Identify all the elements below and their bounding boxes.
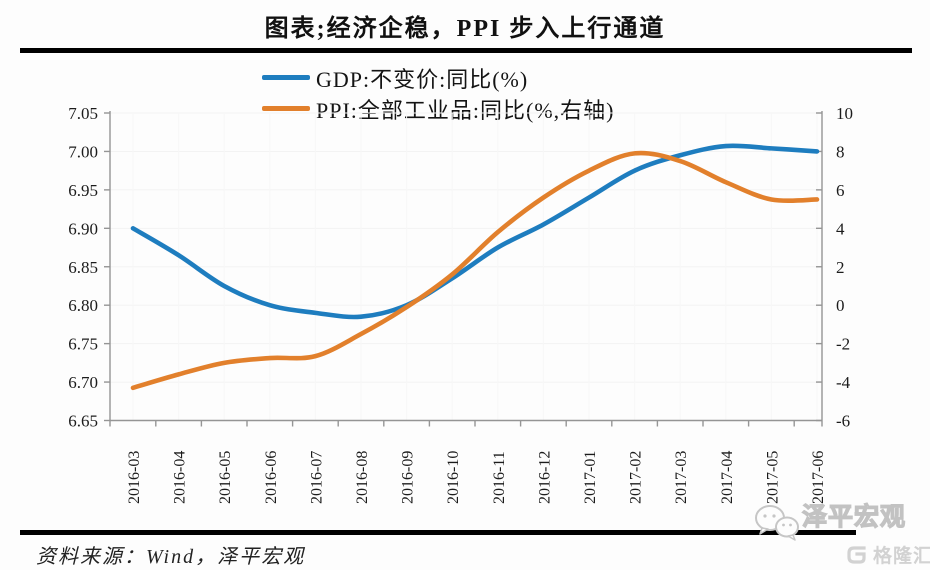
- gelonghui-watermark: 格隆汇: [845, 541, 930, 568]
- x-axis-label: 2017-05: [764, 451, 781, 504]
- x-axis-label: 2016-12: [536, 451, 553, 504]
- gdp-legend-line: [262, 75, 310, 80]
- x-axis-label: 2016-06: [263, 451, 280, 504]
- x-axis-label: 2017-04: [719, 451, 736, 504]
- left-axis-tick-label: 7.05: [68, 104, 98, 123]
- x-axis-label: 2017-02: [628, 451, 645, 504]
- left-axis-tick-label: 6.85: [68, 258, 98, 277]
- right-axis-tick-label: 0: [836, 296, 845, 315]
- source-note: 资料来源：Wind，泽平宏观: [36, 546, 306, 568]
- x-axis-label: 2017-06: [810, 451, 827, 504]
- x-axis-label: 2016-10: [445, 451, 462, 504]
- right-axis-tick-label: 10: [836, 104, 853, 123]
- x-axis-label: 2016-11: [491, 451, 508, 504]
- gdp-line-path: [130, 143, 820, 320]
- chart-title: 图表;经济企稳，PPI 步入上行通道: [264, 16, 666, 42]
- x-axis-label: 2016-08: [354, 451, 371, 504]
- left-axis-tick-label: 6.95: [68, 181, 98, 200]
- x-axis-label: 2016-04: [172, 451, 189, 504]
- x-axis-label: 2017-03: [673, 451, 690, 504]
- left-axis-tick-label: 6.90: [68, 219, 98, 238]
- bottom-divider: [20, 530, 856, 535]
- gelonghui-watermark-label: 格隆汇: [873, 546, 930, 567]
- x-axis-label: 2017-01: [582, 451, 599, 504]
- right-axis-tick-label: 2: [836, 258, 845, 277]
- ppi-line-path: [130, 150, 820, 391]
- right-axis-tick-label: 8: [836, 142, 845, 161]
- x-axis-label: 2016-07: [308, 451, 325, 504]
- x-axis-label: 2016-05: [217, 451, 234, 504]
- legend-item-gdp: GDP:不变价:同比(%): [262, 62, 615, 93]
- left-axis-tick-label: 6.80: [68, 296, 98, 315]
- x-axis-label: 2016-03: [126, 451, 143, 504]
- right-axis-tick-label: 6: [836, 181, 845, 200]
- left-axis-tick-label: 7.00: [68, 142, 98, 161]
- right-axis-tick-label: 4: [836, 219, 845, 238]
- wechat-watermark: 泽平宏观: [750, 503, 906, 541]
- ppi-legend-label: PPI:全部工业品:同比(%,右轴): [316, 97, 615, 123]
- left-axis-tick-label: 6.65: [68, 412, 98, 431]
- gelonghui-logo-icon: [847, 545, 866, 564]
- right-axis-tick-label: -2: [836, 335, 850, 354]
- legend: GDP:不变价:同比(%) PPI:全部工业品:同比(%,右轴): [262, 62, 615, 124]
- right-axis-tick-label: -6: [836, 412, 850, 431]
- ppi-legend-line: [262, 106, 310, 111]
- legend-item-ppi: PPI:全部工业品:同比(%,右轴): [262, 93, 615, 124]
- left-axis-tick-label: 6.75: [68, 335, 98, 354]
- top-divider: [20, 48, 912, 53]
- gdp-legend-label: GDP:不变价:同比(%): [316, 66, 529, 92]
- right-axis-tick-label: -4: [836, 373, 851, 392]
- wechat-icon: [755, 505, 799, 541]
- left-axis-tick-label: 6.70: [68, 373, 98, 392]
- line-chart-canvas: 7.05 10 7.00 8 6.95 6 6.90 4 6.85 2 6.80 0 6.75 -2 6.7…: [68, 104, 853, 504]
- x-axis-label: 2016-09: [400, 451, 417, 504]
- wechat-watermark-label: 泽平宏观: [801, 503, 907, 531]
